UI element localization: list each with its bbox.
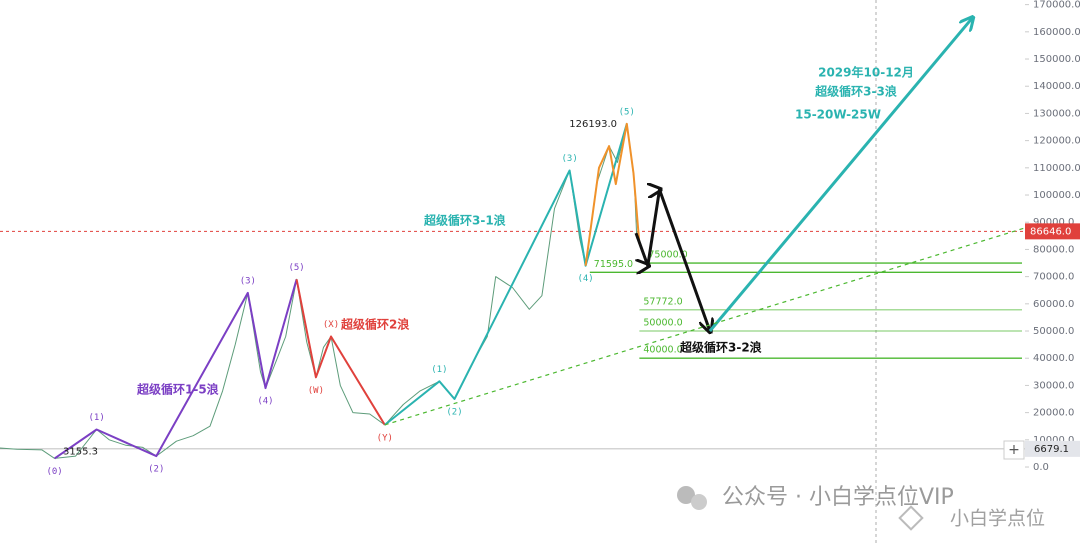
wave-label: (4) — [577, 274, 593, 284]
add-button[interactable] — [1003, 440, 1025, 460]
wave-label: (2) — [148, 465, 164, 475]
wechat-icon — [691, 494, 707, 510]
wave-label: (5) — [619, 107, 635, 117]
y-tick-label: 140000.0 — [1033, 81, 1080, 92]
last-price-tag — [1025, 223, 1080, 240]
y-tick-label: 20000.0 — [1033, 408, 1074, 419]
wave-label: (0) — [46, 467, 62, 477]
annotation: 超级循环3-1浪 — [423, 213, 506, 228]
projection-arrow — [634, 190, 710, 331]
y-tick-label: 10000.0 — [1033, 435, 1074, 446]
y-tick-label: 150000.0 — [1033, 54, 1080, 65]
cursor-price-tag — [1025, 440, 1080, 457]
wave-label: (Y) — [377, 433, 393, 443]
wave-label: (W) — [308, 386, 324, 396]
y-tick-label: 50000.0 — [1033, 326, 1074, 337]
last-price-label: 86646.0 — [1030, 226, 1071, 237]
y-tick-label: 90000.0 — [1033, 217, 1074, 228]
level-label: 57772.0 — [643, 296, 682, 307]
y-tick-label: 120000.0 — [1033, 136, 1080, 147]
level-label: 40000.0 — [643, 345, 682, 356]
y-tick-label: 100000.0 — [1033, 190, 1080, 201]
annotation: 2029年10-12月 — [818, 65, 914, 80]
price-line — [0, 123, 638, 459]
annotation: 超级循环3-2浪 — [679, 340, 762, 355]
y-tick-label: 30000.0 — [1033, 380, 1074, 391]
watermark: 公众号 · 小白学点位VIP 小白学点位 — [677, 485, 1045, 531]
plot-area: 75000.071595.057772.050000.040000.0(0)(1… — [0, 18, 1026, 477]
y-tick-label: 170000.0 — [1033, 0, 1080, 11]
y-tick-label: 130000.0 — [1033, 108, 1080, 119]
wave-label: (3) — [561, 154, 577, 164]
annotation: 超级循环2浪 — [340, 317, 409, 332]
y-tick-label: 80000.0 — [1033, 244, 1074, 255]
level-label: 50000.0 — [643, 318, 682, 329]
wave-label: (1) — [431, 365, 447, 375]
y-tick-label: 60000.0 — [1033, 299, 1074, 310]
cursor-price-label: 6679.1 — [1034, 444, 1069, 455]
annotation: 超级循环3-3浪 — [814, 84, 897, 99]
wave-label: (3) — [240, 276, 256, 286]
wave-label: (2) — [446, 408, 462, 418]
wechat-icon — [677, 486, 695, 504]
annotation: 超级循环1-5浪 — [136, 382, 219, 397]
wave-line — [54, 279, 298, 460]
watermark-icon — [898, 505, 924, 531]
wave-line — [384, 123, 628, 426]
watermark-text: 公众号 · 小白学点位VIP — [722, 485, 954, 510]
wave-label: (1) — [88, 413, 104, 423]
price-label: 126193.0 — [569, 119, 617, 130]
projection-arrow — [708, 18, 972, 332]
y-tick-label: 40000.0 — [1033, 353, 1074, 364]
wave-label: (X) — [323, 320, 339, 330]
y-tick-label: 110000.0 — [1033, 163, 1080, 174]
wave-label: (5) — [288, 263, 304, 273]
watermark-corner: 小白学点位 — [950, 508, 1045, 530]
level-label: 71595.0 — [594, 259, 633, 270]
add-button-icon[interactable]: + — [1008, 442, 1020, 458]
price-label: 3155.3 — [63, 446, 98, 457]
y-tick-label: 0.0 — [1033, 462, 1049, 473]
trend-line — [384, 227, 1026, 426]
y-tick-label: 160000.0 — [1033, 27, 1080, 38]
y-tick-label: 70000.0 — [1033, 272, 1074, 283]
annotation: 15-20W-25W — [795, 108, 881, 122]
wave-line — [295, 279, 386, 426]
wave-label: (4) — [257, 397, 273, 407]
price-line — [584, 122, 641, 266]
